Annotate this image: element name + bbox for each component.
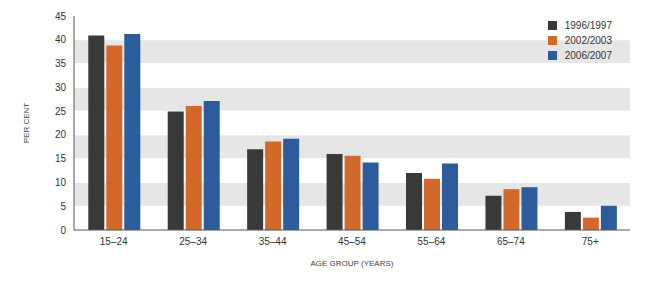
- svg-text:45: 45: [55, 11, 67, 22]
- svg-text:30: 30: [55, 82, 67, 93]
- svg-text:45–54: 45–54: [338, 236, 366, 247]
- html-text:2006/2007: 2006/2007: [564, 50, 612, 61]
- svg-text:15–24: 15–24: [100, 236, 128, 247]
- svg-text:15: 15: [55, 153, 67, 164]
- svg-text:75+: 75+: [582, 236, 599, 247]
- svg-text:AGE GROUP (YEARS): AGE GROUP (YEARS): [311, 259, 394, 268]
- svg-text:10: 10: [55, 177, 67, 188]
- svg-text:25: 25: [55, 106, 67, 117]
- svg-text:PER CENT: PER CENT: [22, 103, 31, 144]
- svg-text:35–44: 35–44: [259, 236, 287, 247]
- svg-text:20: 20: [55, 129, 67, 140]
- svg-text:40: 40: [55, 34, 67, 45]
- svg-text:65–74: 65–74: [497, 236, 525, 247]
- svg-text:5: 5: [60, 201, 66, 212]
- svg-text:35: 35: [55, 58, 67, 69]
- svg-text:55–64: 55–64: [418, 236, 446, 247]
- svg-text:25–34: 25–34: [179, 236, 207, 247]
- html-text:1996/1997: 1996/1997: [564, 20, 612, 31]
- svg-text:0: 0: [60, 225, 66, 236]
- html-text:2002/2003: 2002/2003: [564, 35, 612, 46]
